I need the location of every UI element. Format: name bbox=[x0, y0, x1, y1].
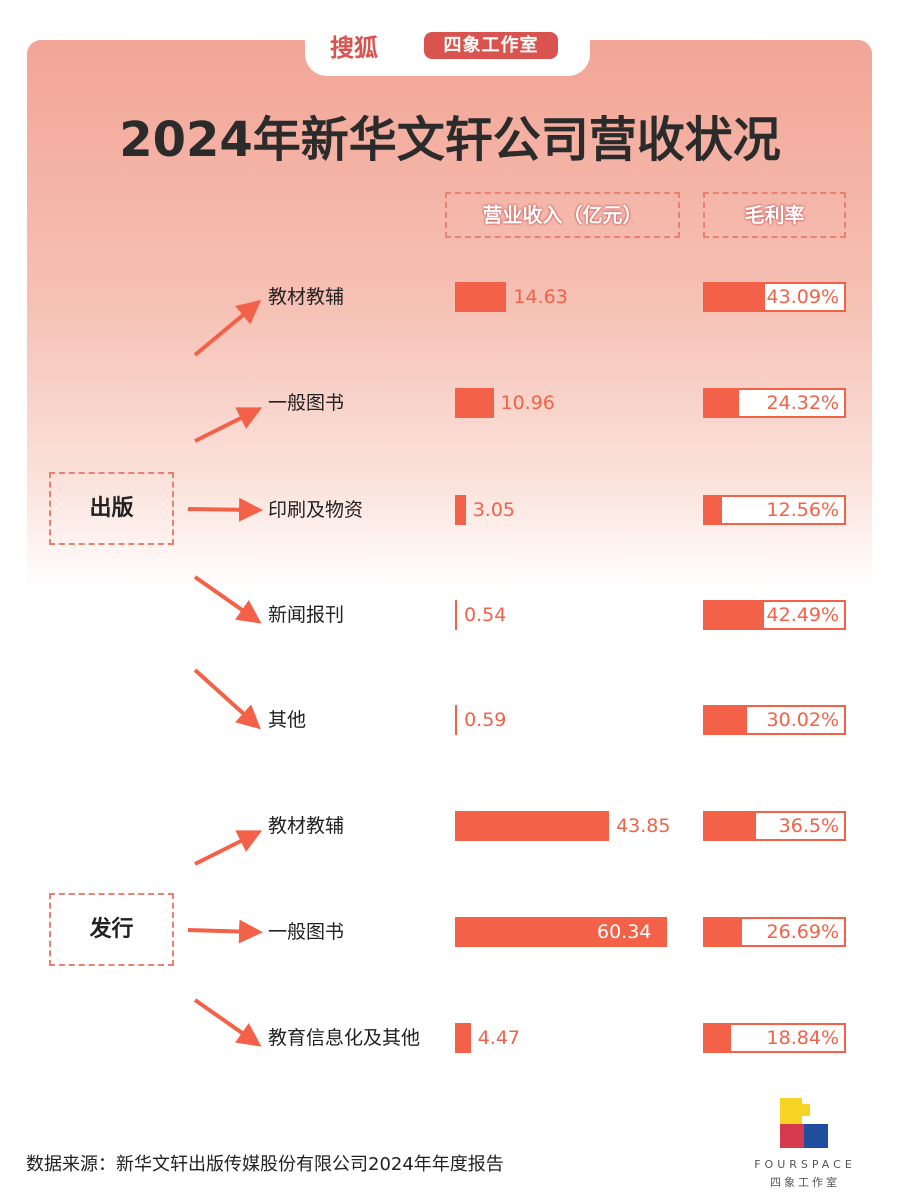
margin-bar: 43.09% bbox=[703, 282, 846, 312]
category-label: 教材教辅 bbox=[268, 815, 345, 837]
revenue-column-header: 营业收入（亿元） bbox=[445, 192, 680, 238]
revenue-bar bbox=[455, 1023, 471, 1053]
margin-fill bbox=[705, 284, 765, 310]
category-label: 印刷及物资 bbox=[268, 499, 364, 521]
category-label: 一般图书 bbox=[268, 921, 345, 943]
revenue-bar bbox=[455, 495, 466, 525]
margin-bar: 42.49% bbox=[703, 600, 846, 630]
margin-label: 18.84% bbox=[764, 1025, 839, 1051]
revenue-bar bbox=[455, 917, 667, 947]
revenue-label: 0.54 bbox=[464, 604, 507, 626]
revenue-label: 4.47 bbox=[477, 1027, 521, 1049]
arrow bbox=[194, 407, 263, 443]
revenue-label: 10.96 bbox=[500, 392, 555, 414]
group-label-0: 出版 bbox=[49, 472, 174, 545]
data-source: 数据来源：新华文轩出版传媒股份有限公司2024年年度报告 bbox=[26, 1154, 504, 1175]
margin-label: 26.69% bbox=[764, 919, 839, 945]
revenue-bar bbox=[455, 811, 610, 841]
arrow bbox=[194, 830, 263, 866]
margin-bar: 36.5% bbox=[703, 811, 846, 841]
margin-label: 12.56% bbox=[764, 497, 839, 523]
margin-label: 42.49% bbox=[764, 602, 839, 628]
revenue-label: 14.63 bbox=[513, 286, 568, 308]
arrow bbox=[187, 497, 263, 522]
margin-bar: 30.02% bbox=[703, 705, 846, 735]
margin-bar: 26.69% bbox=[703, 917, 846, 947]
margin-fill bbox=[705, 602, 765, 628]
margin-fill bbox=[705, 497, 723, 523]
margin-fill bbox=[705, 1025, 732, 1051]
fourspace-logo-icon bbox=[780, 1098, 828, 1148]
revenue-label: 0.59 bbox=[464, 709, 507, 731]
margin-label: 43.09% bbox=[764, 284, 839, 310]
margin-column-header: 毛利率 bbox=[703, 192, 846, 238]
revenue-bar bbox=[455, 705, 458, 735]
arrow bbox=[187, 919, 263, 944]
brand-logo: 搜狐 bbox=[330, 34, 378, 62]
group-label-1: 发行 bbox=[49, 893, 174, 966]
margin-fill bbox=[705, 707, 747, 733]
revenue-label: 43.85 bbox=[616, 815, 671, 837]
arrow bbox=[193, 299, 262, 357]
arrow bbox=[193, 575, 262, 624]
revenue-label: 60.34 bbox=[597, 921, 652, 943]
chart-title: 2024年新华文轩公司营收状况 bbox=[119, 112, 781, 168]
studio-badge: 四象工作室 bbox=[424, 32, 558, 59]
logo-text-cn: 四象工作室 bbox=[770, 1176, 840, 1189]
margin-bar: 12.56% bbox=[703, 495, 846, 525]
margin-label: 36.5% bbox=[776, 813, 839, 839]
category-label: 新闻报刊 bbox=[268, 604, 345, 626]
category-label: 一般图书 bbox=[268, 392, 345, 414]
arrow bbox=[193, 998, 262, 1047]
category-label: 其他 bbox=[268, 709, 307, 731]
margin-label: 24.32% bbox=[764, 390, 839, 416]
margin-bar: 24.32% bbox=[703, 388, 846, 418]
revenue-bar bbox=[455, 388, 494, 418]
revenue-bar bbox=[455, 282, 507, 312]
margin-fill bbox=[705, 813, 756, 839]
margin-label: 30.02% bbox=[764, 707, 839, 733]
category-label: 教材教辅 bbox=[268, 286, 345, 308]
revenue-bar bbox=[455, 600, 457, 630]
revenue-label: 3.05 bbox=[472, 499, 516, 521]
logo-text-en: FOURSPACE bbox=[754, 1158, 856, 1171]
margin-fill bbox=[705, 919, 743, 945]
margin-fill bbox=[705, 390, 739, 416]
arrow bbox=[193, 668, 261, 730]
margin-bar: 18.84% bbox=[703, 1023, 846, 1053]
category-label: 教育信息化及其他 bbox=[268, 1027, 421, 1049]
